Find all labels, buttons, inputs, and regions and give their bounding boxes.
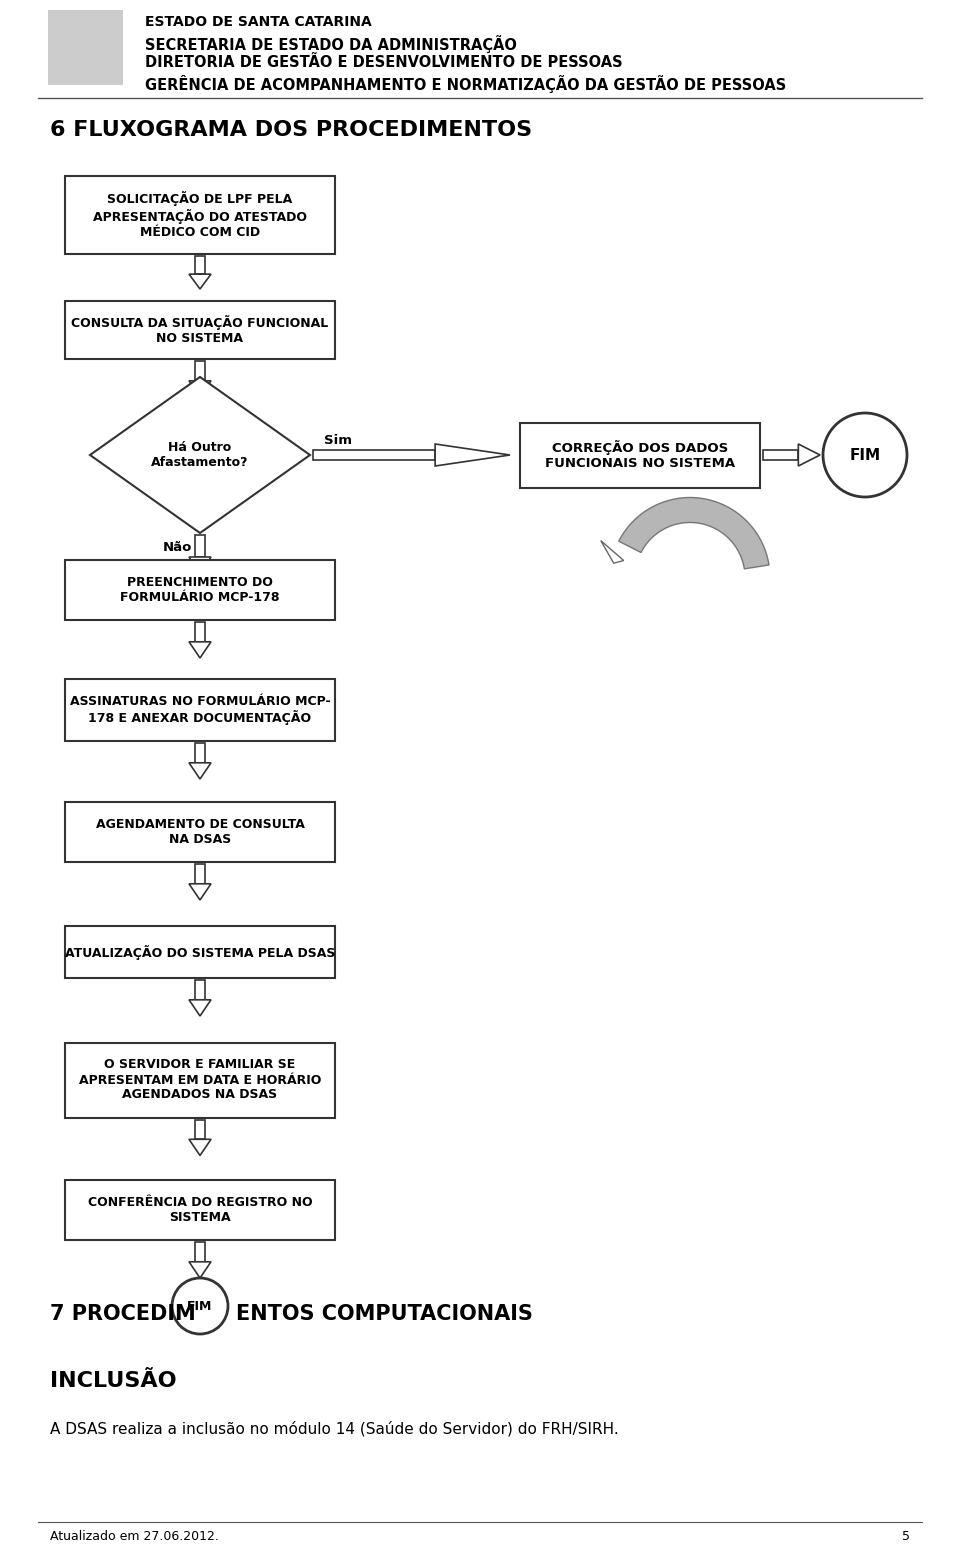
Bar bbox=[313, 450, 435, 459]
Text: ATUALIZAÇÃO DO SISTEMA PELA DSAS: ATUALIZAÇÃO DO SISTEMA PELA DSAS bbox=[65, 945, 335, 959]
Bar bbox=[195, 864, 205, 884]
Text: O SERVIDOR E FAMILIAR SE
APRESENTAM EM DATA E HORÁRIO
AGENDADOS NA DSAS: O SERVIDOR E FAMILIAR SE APRESENTAM EM D… bbox=[79, 1059, 322, 1101]
Polygon shape bbox=[189, 381, 211, 397]
Circle shape bbox=[172, 1278, 228, 1334]
Bar bbox=[65, 1180, 335, 1239]
Text: 7 PROCEDIM: 7 PROCEDIM bbox=[50, 1305, 196, 1323]
Polygon shape bbox=[90, 377, 310, 532]
Text: Há Outro
Afastamento?: Há Outro Afastamento? bbox=[152, 441, 249, 469]
Bar bbox=[195, 979, 205, 1000]
Text: INCLUSÃO: INCLUSÃO bbox=[50, 1372, 177, 1390]
Bar bbox=[195, 255, 205, 274]
Text: GERÊNCIA DE ACOMPANHAMENTO E NORMATIZAÇÃO DA GESTÃO DE PESSOAS: GERÊNCIA DE ACOMPANHAMENTO E NORMATIZAÇÃ… bbox=[145, 75, 786, 93]
Polygon shape bbox=[189, 641, 211, 659]
Bar bbox=[195, 743, 205, 763]
Polygon shape bbox=[189, 884, 211, 900]
Text: 5: 5 bbox=[902, 1531, 910, 1543]
Text: PREENCHIMENTO DO
FORMULÁRIO MCP-178: PREENCHIMENTO DO FORMULÁRIO MCP-178 bbox=[120, 576, 279, 604]
Polygon shape bbox=[799, 444, 820, 466]
Text: Não: Não bbox=[162, 540, 192, 554]
Bar bbox=[65, 679, 335, 741]
Text: FIM: FIM bbox=[850, 447, 880, 462]
Text: DIRETORIA DE GESTÃO E DESENVOLVIMENTO DE PESSOAS: DIRETORIA DE GESTÃO E DESENVOLVIMENTO DE… bbox=[145, 54, 623, 70]
Text: SOLICITAÇÃO DE LPF PELA
APRESENTAÇÃO DO ATESTADO
MÉDICO COM CID: SOLICITAÇÃO DE LPF PELA APRESENTAÇÃO DO … bbox=[93, 192, 307, 238]
Bar bbox=[520, 422, 760, 487]
Text: ENTOS COMPUTACIONAIS: ENTOS COMPUTACIONAIS bbox=[236, 1305, 533, 1323]
Text: ESTADO DE SANTA CATARINA: ESTADO DE SANTA CATARINA bbox=[145, 16, 372, 30]
Text: AGENDAMENTO DE CONSULTA
NA DSAS: AGENDAMENTO DE CONSULTA NA DSAS bbox=[96, 817, 304, 845]
Polygon shape bbox=[189, 1000, 211, 1017]
Bar bbox=[195, 361, 205, 381]
Text: 6 FLUXOGRAMA DOS PROCEDIMENTOS: 6 FLUXOGRAMA DOS PROCEDIMENTOS bbox=[50, 120, 532, 140]
Bar bbox=[48, 9, 123, 86]
Bar bbox=[195, 1119, 205, 1140]
Bar bbox=[65, 1043, 335, 1118]
Bar bbox=[195, 536, 205, 557]
Bar bbox=[195, 1242, 205, 1261]
Polygon shape bbox=[601, 540, 624, 564]
Text: SECRETARIA DE ESTADO DA ADMINISTRAÇÃO: SECRETARIA DE ESTADO DA ADMINISTRAÇÃO bbox=[145, 34, 516, 53]
Bar bbox=[65, 802, 335, 863]
Polygon shape bbox=[189, 763, 211, 778]
Polygon shape bbox=[189, 274, 211, 290]
Polygon shape bbox=[435, 444, 510, 466]
Polygon shape bbox=[618, 498, 769, 568]
Text: A DSAS realiza a inclusão no módulo 14 (Saúde do Servidor) do FRH/SIRH.: A DSAS realiza a inclusão no módulo 14 (… bbox=[50, 1422, 619, 1437]
Text: CORREÇÃO DOS DADOS
FUNCIONAIS NO SISTEMA: CORREÇÃO DOS DADOS FUNCIONAIS NO SISTEMA bbox=[545, 441, 735, 470]
Bar bbox=[65, 301, 335, 360]
Bar bbox=[65, 561, 335, 620]
Bar bbox=[763, 450, 799, 459]
Circle shape bbox=[823, 413, 907, 497]
Polygon shape bbox=[189, 557, 211, 575]
Polygon shape bbox=[189, 1140, 211, 1155]
Bar bbox=[195, 621, 205, 641]
Text: FIM: FIM bbox=[187, 1300, 213, 1313]
Text: CONFERÊNCIA DO REGISTRO NO
SISTEMA: CONFERÊNCIA DO REGISTRO NO SISTEMA bbox=[87, 1196, 312, 1224]
Text: CONSULTA DA SITUAÇÃO FUNCIONAL
NO SISTEMA: CONSULTA DA SITUAÇÃO FUNCIONAL NO SISTEM… bbox=[71, 315, 328, 346]
Text: ASSINATURAS NO FORMULÁRIO MCP-
178 E ANEXAR DOCUMENTAÇÃO: ASSINATURAS NO FORMULÁRIO MCP- 178 E ANE… bbox=[70, 694, 330, 726]
Text: Sim: Sim bbox=[324, 434, 352, 447]
Bar bbox=[65, 176, 335, 254]
Polygon shape bbox=[189, 1261, 211, 1278]
Bar bbox=[65, 926, 335, 978]
Text: Atualizado em 27.06.2012.: Atualizado em 27.06.2012. bbox=[50, 1531, 219, 1543]
